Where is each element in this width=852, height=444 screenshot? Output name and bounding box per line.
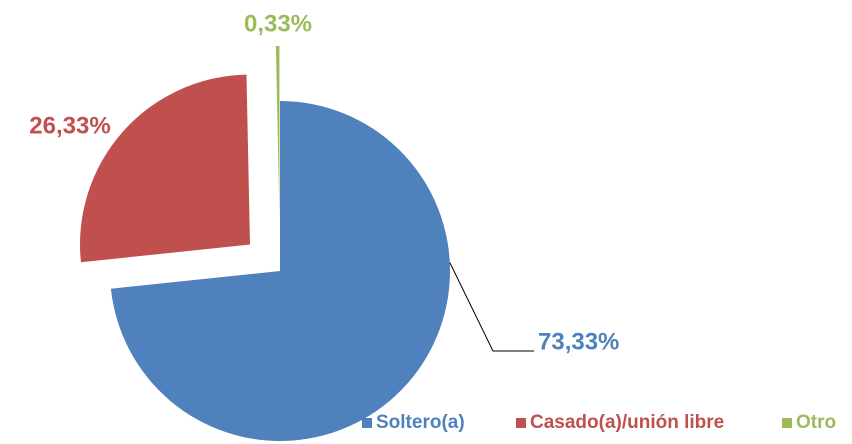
value-label: 26,33%: [29, 112, 110, 139]
pie-slice: [110, 101, 450, 442]
legend-swatch: [516, 418, 526, 428]
legend-label: Casado(a)/unión libre: [530, 412, 724, 433]
pie-slice: [80, 74, 251, 263]
pie-slice: [275, 46, 280, 217]
legend-swatch: [782, 418, 792, 428]
legend-label: Otro: [796, 412, 836, 433]
value-label: 0,33%: [244, 10, 312, 37]
leader-line: [449, 262, 534, 352]
value-label: 73,33%: [538, 328, 619, 355]
legend-swatch: [362, 418, 372, 428]
legend-label: Soltero(a): [376, 412, 465, 433]
